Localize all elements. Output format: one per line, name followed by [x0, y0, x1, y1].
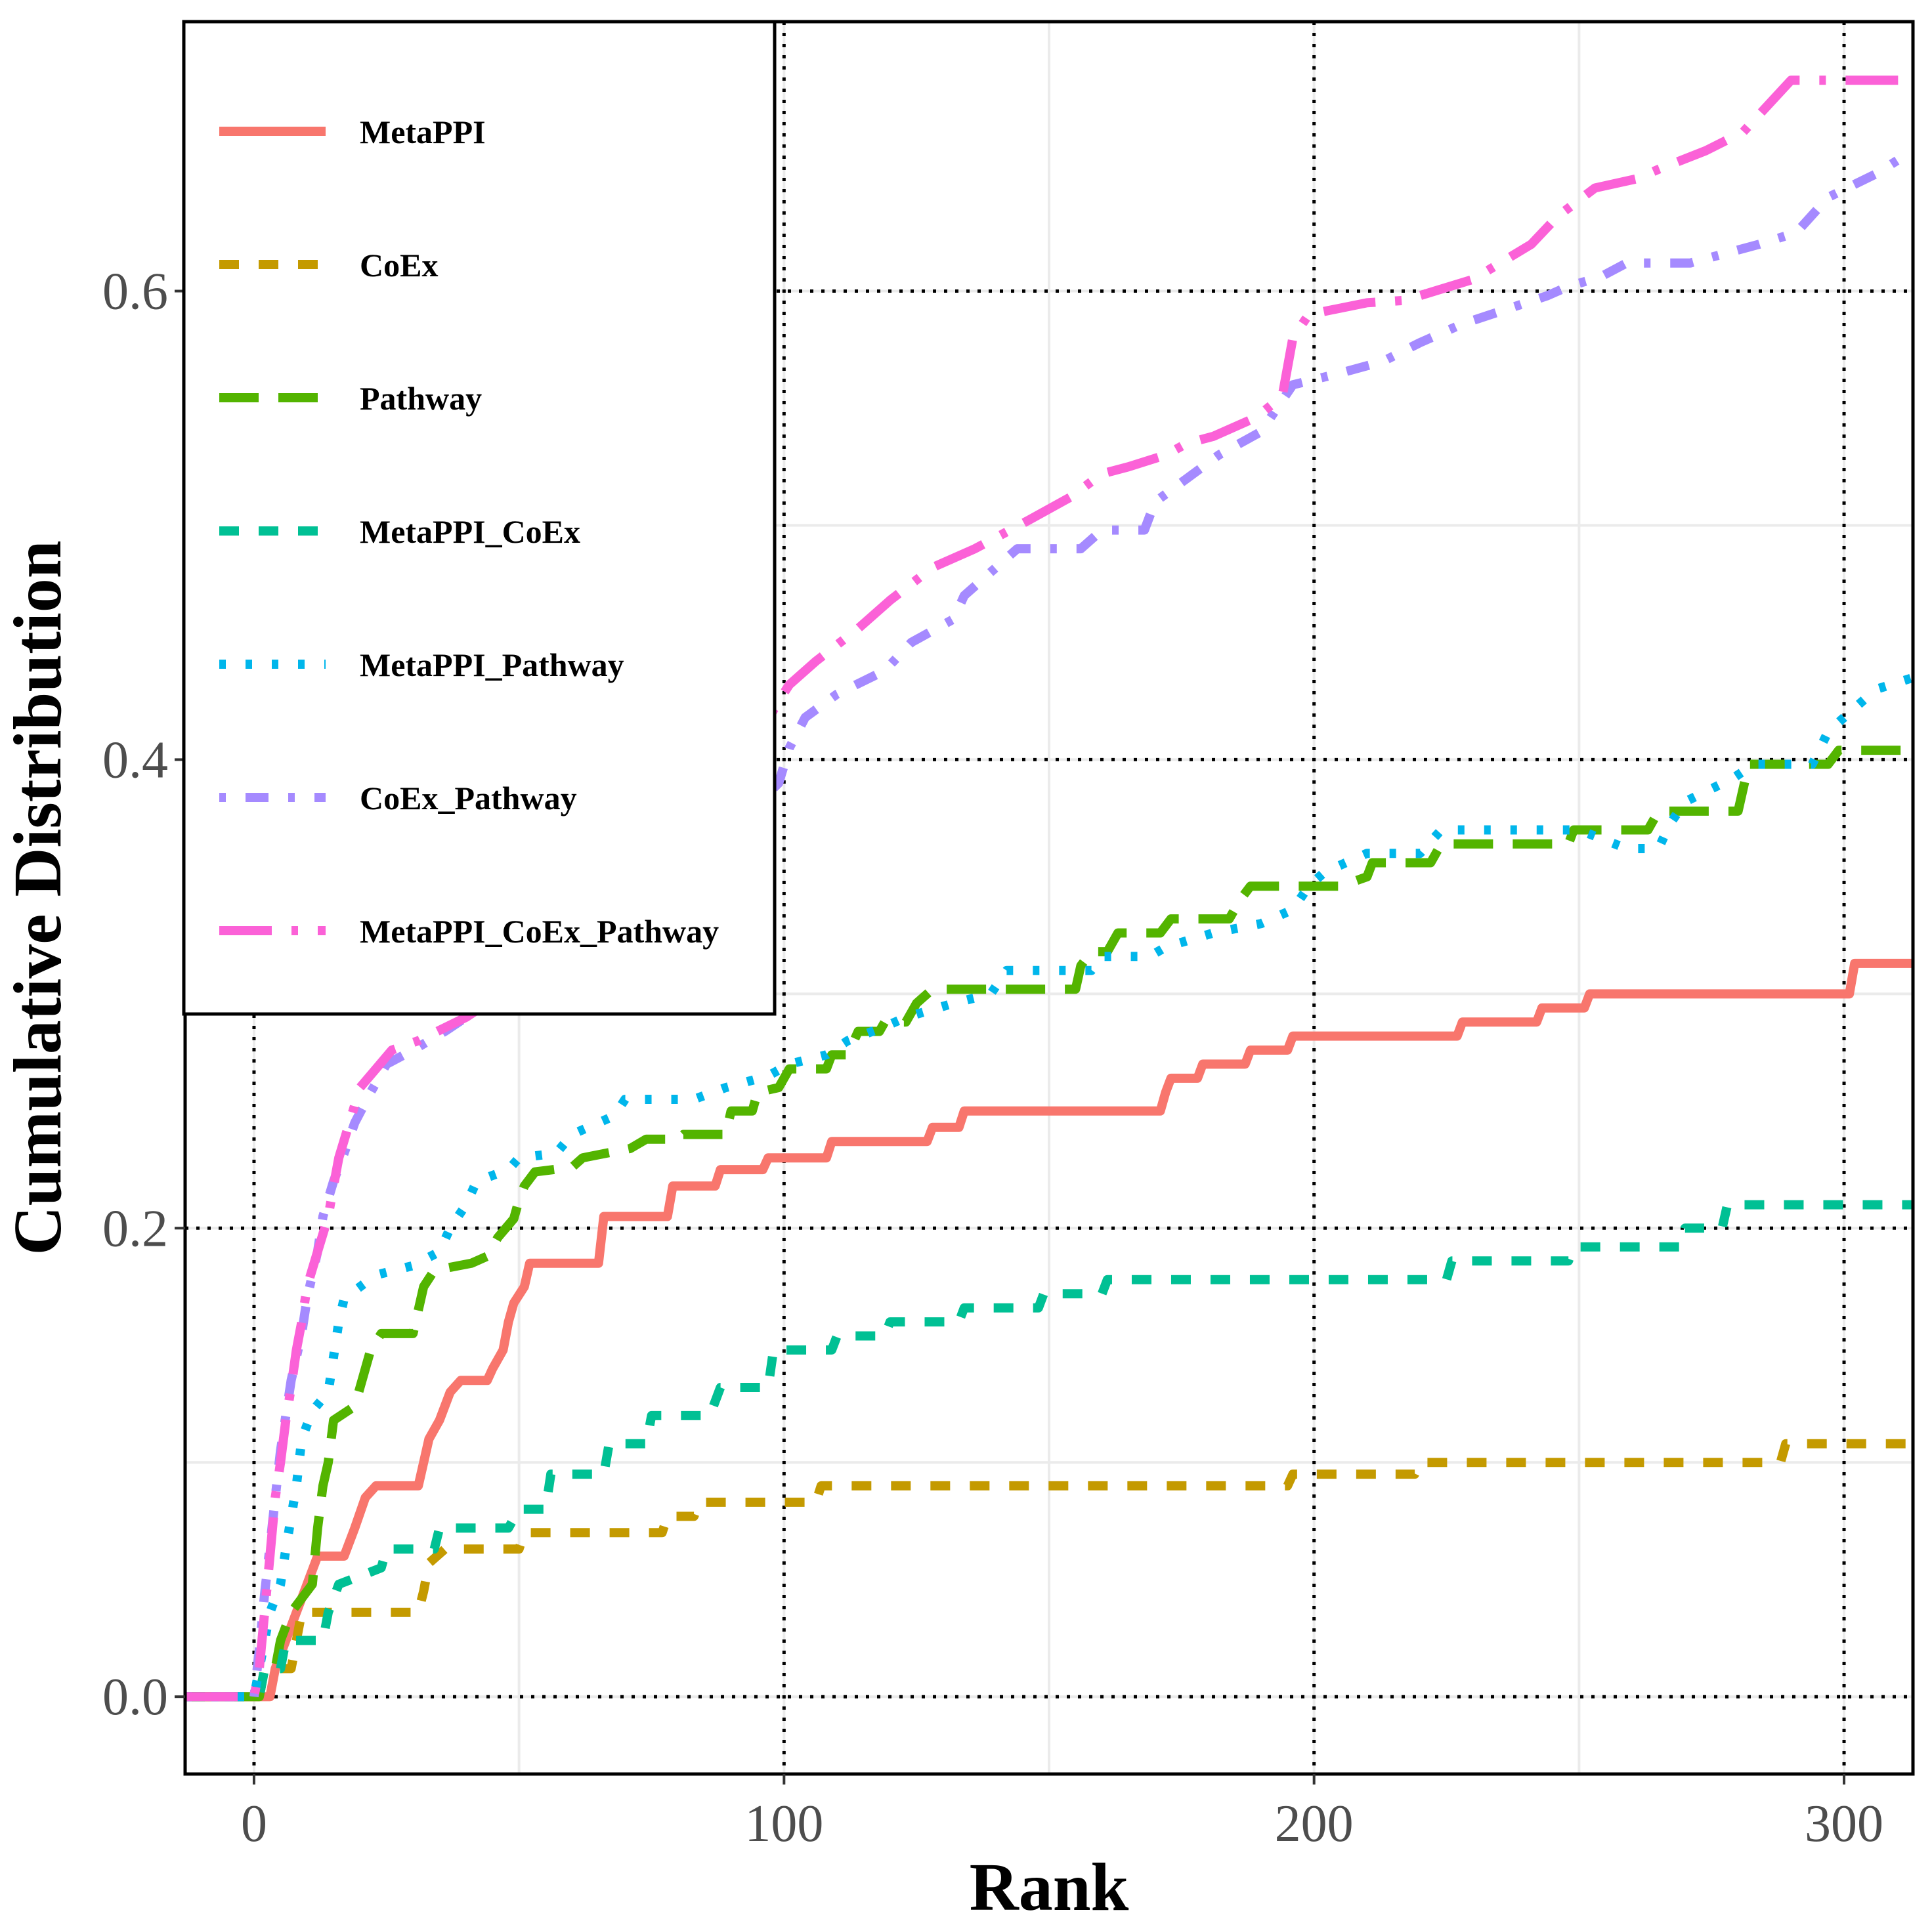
legend-box — [182, 20, 777, 1016]
y-tick-label: 0.4 — [102, 731, 168, 789]
x-tick-label: 200 — [1275, 1795, 1354, 1853]
legend-label: Pathway — [360, 380, 482, 417]
x-axis-title: Rank — [970, 1849, 1129, 1923]
legend: MetaPPI CoEx Pathway MetaPPI_CoEx MetaPPI_Pa… — [182, 20, 777, 1016]
legend-label: CoEx_Pathway — [360, 780, 577, 816]
legend-label: MetaPPI_CoEx — [360, 513, 580, 550]
legend-label: MetaPPI — [360, 114, 486, 150]
x-tick-label: 0 — [241, 1795, 267, 1853]
series-line-coex-pathway — [185, 146, 1913, 1702]
series-line-metappi-coex — [185, 1200, 1913, 1702]
legend-label: CoEx — [360, 247, 438, 284]
y-axis-title: Cumulative Distribution — [0, 540, 75, 1255]
y-tick-label: 0.0 — [102, 1668, 168, 1726]
axis-ticks: 0 100 200 300 0.0 0.2 0.4 0.6 — [102, 263, 1883, 1853]
series-line-pathway — [185, 746, 1913, 1702]
y-tick-label: 0.2 — [102, 1200, 168, 1257]
legend-label: MetaPPI_CoEx_Pathway — [360, 913, 719, 950]
series-lines — [185, 75, 1913, 1702]
legend-label: MetaPPI_Pathway — [360, 646, 624, 683]
y-tick-label: 0.6 — [102, 263, 168, 320]
x-tick-label: 300 — [1805, 1795, 1883, 1853]
series-line-metappi-coex-pathway — [185, 75, 1913, 1702]
x-tick-label: 100 — [744, 1795, 823, 1853]
series-line-metappi — [185, 958, 1913, 1702]
